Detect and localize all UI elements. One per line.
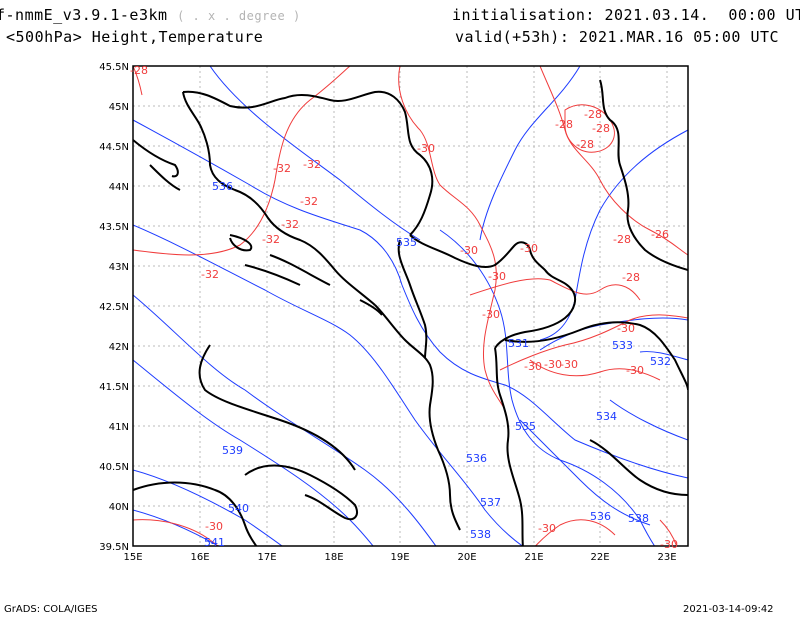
lat-tick: 43.5N <box>99 222 129 233</box>
lon-tick: 20E <box>457 552 476 563</box>
temperature-label: -30 <box>460 244 478 257</box>
lon-tick: 15E <box>123 552 142 563</box>
temperature-label: -30 <box>544 358 562 371</box>
lon-tick: 18E <box>324 552 343 563</box>
lon-tick: 19E <box>390 552 409 563</box>
lon-tick: 21E <box>524 552 543 563</box>
temperature-label: -30 <box>524 360 542 373</box>
map-gridlines <box>133 66 688 546</box>
model-title: f-nmmE_v3.9.1-e3km ( . x . degree ) <box>0 6 301 24</box>
temperature-label: -30 <box>482 308 500 321</box>
height-label: 533 <box>612 339 633 352</box>
height-label: 535 <box>396 236 417 249</box>
lat-tick: 39.5N <box>99 542 129 553</box>
temperature-label: -28 <box>130 64 148 77</box>
footer-credit: GrADS: COLA/IGES <box>4 604 98 615</box>
height-label: 535 <box>515 420 536 433</box>
lat-tick: 45.5N <box>99 62 129 73</box>
temperature-contours <box>133 66 688 546</box>
longitude-axis: 15E 16E 17E 18E 19E 20E 21E 22E 23E <box>123 552 676 563</box>
lat-tick: 41.5N <box>99 382 129 393</box>
temperature-label: -30 <box>660 538 678 551</box>
temperature-label: -32 <box>281 218 299 231</box>
lon-tick: 17E <box>257 552 276 563</box>
height-label: 534 <box>596 410 617 423</box>
height-label: 541 <box>204 536 225 549</box>
temperature-label: -32 <box>273 162 291 175</box>
temperature-label: -30 <box>560 358 578 371</box>
lat-tick: 42N <box>109 342 129 353</box>
temperature-label: -30 <box>617 322 635 335</box>
footer-timestamp: 2021-03-14-09:42 <box>683 604 774 615</box>
height-label: 536 <box>466 452 487 465</box>
latitude-axis: 45.5N 45N 44.5N 44N 43.5N 43N 42.5N 42N … <box>99 62 129 553</box>
lat-tick: 40N <box>109 502 129 513</box>
height-label: 538 <box>470 528 491 541</box>
lat-tick: 44N <box>109 182 129 193</box>
initialisation-time: initialisation: 2021.03.14. 00:00 UTC <box>452 6 800 24</box>
temperature-label: -30 <box>626 364 644 377</box>
valid-time: valid(+53h): 2021.MAR.16 05:00 UTC <box>455 28 780 46</box>
lat-tick: 45N <box>109 102 129 113</box>
height-label: 537 <box>480 496 501 509</box>
height-label: 538 <box>628 512 649 525</box>
temperature-label: -28 <box>613 233 631 246</box>
temperature-label: -32 <box>300 195 318 208</box>
temperature-label: -28 <box>576 138 594 151</box>
height-label: 531 <box>508 337 529 350</box>
lon-tick: 23E <box>657 552 676 563</box>
temperature-contour-labels: -32 -32 -32 -32 -32 -32 -30 -28 -28 -28 … <box>130 64 678 551</box>
temperature-label: -28 <box>555 118 573 131</box>
field-description: <500hPa> Height,Temperature <box>6 28 264 46</box>
temperature-label: -32 <box>303 158 321 171</box>
temperature-label: -30 <box>417 142 435 155</box>
temperature-label: -30 <box>205 520 223 533</box>
lat-tick: 42.5N <box>99 302 129 313</box>
height-label: 536 <box>590 510 611 523</box>
temperature-label: -28 <box>622 271 640 284</box>
height-label: 532 <box>650 355 671 368</box>
lat-tick: 44.5N <box>99 142 129 153</box>
temperature-label: -26 <box>651 228 669 241</box>
height-contour-labels: 536 535 539 540 541 531 533 532 534 535 … <box>204 180 671 549</box>
lat-tick: 41N <box>109 422 129 433</box>
temperature-label: -28 <box>584 108 602 121</box>
temperature-label: -32 <box>262 233 280 246</box>
lat-tick: 43N <box>109 262 129 273</box>
map-frame <box>132 65 689 547</box>
grid-resolution: ( . x . degree ) <box>177 9 301 23</box>
temperature-label: -30 <box>520 242 538 255</box>
temperature-label: -30 <box>488 270 506 283</box>
temperature-label: -30 <box>538 522 556 535</box>
lat-tick: 40.5N <box>99 462 129 473</box>
temperature-label: -28 <box>592 122 610 135</box>
height-label: 539 <box>222 444 243 457</box>
height-label: 540 <box>228 502 249 515</box>
temperature-label: -32 <box>201 268 219 281</box>
coastlines-borders <box>133 79 688 546</box>
height-label: 536 <box>212 180 233 193</box>
lon-tick: 16E <box>190 552 209 563</box>
lon-tick: 22E <box>590 552 609 563</box>
